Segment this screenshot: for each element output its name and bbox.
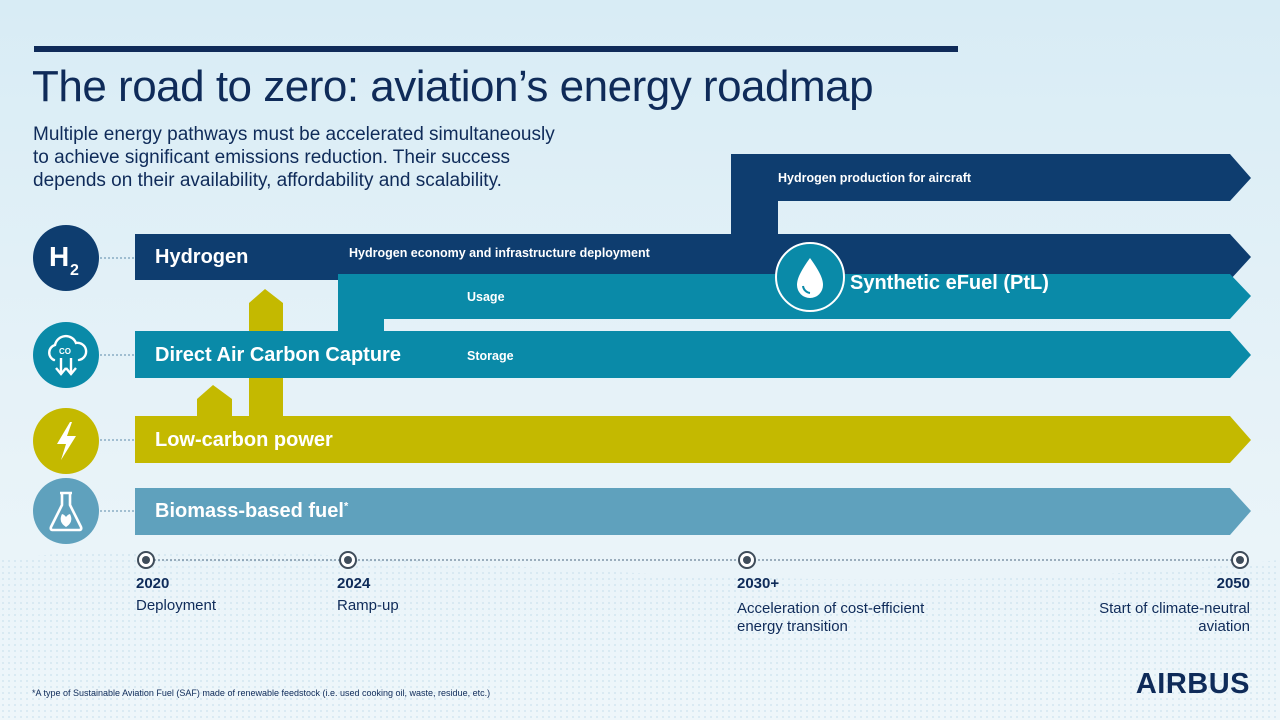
efuel-label: Synthetic eFuel (PtL)	[850, 272, 1049, 294]
biomass-bar	[135, 488, 1251, 535]
lightning-icon	[33, 408, 99, 474]
footnote: *A type of Sustainable Aviation Fuel (SA…	[32, 688, 491, 698]
subtitle-line: depends on their availability, affordabi…	[33, 170, 502, 191]
timeline-marker-2024	[339, 551, 357, 569]
milestone-desc-line: Start of climate-neutral	[1099, 600, 1250, 617]
milestone-desc-line: Acceleration of cost-efficient	[737, 600, 925, 617]
airbus-logo: AIRBUS	[1135, 668, 1250, 700]
svg-text:CO: CO	[59, 347, 71, 356]
biomass-label: Biomass-based fuel*	[155, 500, 348, 523]
milestone-desc: Deployment	[136, 597, 216, 615]
dac-storage-label: Storage	[467, 349, 514, 363]
hydrogen-bar	[135, 234, 1251, 280]
milestone-year: 2024	[337, 575, 371, 592]
milestone-year: 2050	[1216, 575, 1250, 592]
milestone-desc: Acceleration of cost-efficient energy tr…	[737, 600, 924, 636]
milestone-desc: Start of climate-neutral aviation	[1099, 600, 1250, 636]
dac-storage-bar	[135, 331, 1251, 378]
droplet-highlight	[802, 285, 811, 294]
timeline-marker-2050	[1231, 551, 1249, 569]
hydrogen-aircraft-bar	[731, 154, 1251, 234]
hydrogen-aircraft-label: Hydrogen production for aircraft	[778, 171, 972, 185]
biomass-label-text: Biomass-based fuel	[155, 500, 344, 522]
milestone-year: 2020	[136, 575, 170, 592]
power-to-dac-arrow	[197, 385, 232, 416]
low-carbon-power-label: Low-carbon power	[155, 429, 333, 451]
h2-icon-subscript: 2	[70, 262, 79, 279]
hydrogen-label: Hydrogen	[155, 246, 249, 268]
subtitle-line: Multiple energy pathways must be acceler…	[33, 124, 555, 145]
dac-usage-label: Usage	[467, 290, 505, 304]
milestone-desc-line: energy transition	[737, 618, 848, 635]
biomass-footnote-mark: *	[343, 500, 349, 513]
timeline-marker-2020	[137, 551, 155, 569]
milestone-desc-line: Ramp-up	[337, 597, 399, 614]
hydrogen-infra-label: Hydrogen economy and infrastructure depl…	[349, 246, 650, 260]
dac-label: Direct Air Carbon Capture	[155, 344, 401, 366]
milestone-year: 2030+	[737, 575, 780, 592]
flask-leaf-icon	[33, 478, 99, 544]
page-subtitle: Multiple energy pathways must be acceler…	[33, 123, 633, 192]
milestone-desc: Ramp-up	[337, 597, 399, 615]
subtitle-line: to achieve significant emissions reducti…	[33, 147, 510, 168]
dot-texture	[0, 550, 1280, 720]
low-carbon-power-bar	[135, 416, 1251, 463]
milestone-desc-line: aviation	[1198, 618, 1250, 635]
milestone-desc-line: Deployment	[136, 597, 217, 614]
co2-cloud-icon: CO	[33, 322, 99, 388]
h2-icon: H 2	[33, 225, 99, 291]
timeline-marker-2030	[738, 551, 756, 569]
h2-icon-letter: H	[49, 241, 69, 272]
header-rule	[34, 46, 958, 52]
page-title: The road to zero: aviation’s energy road…	[32, 62, 874, 111]
